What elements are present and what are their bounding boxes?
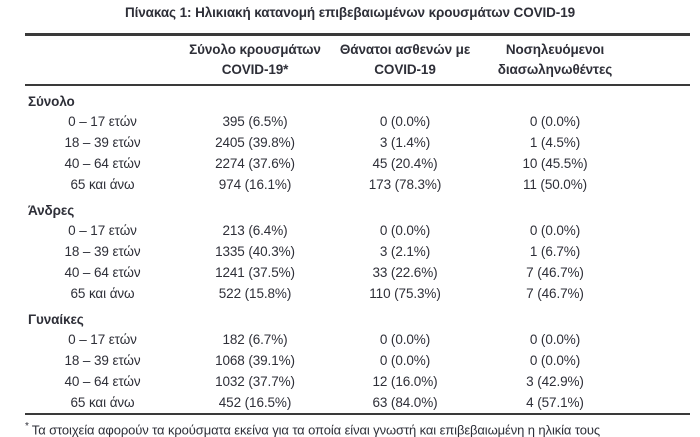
spacer-cell: [630, 111, 690, 132]
column-header-line: COVID-19: [374, 62, 436, 77]
intubated-cell: 1 (6.7%): [529, 244, 581, 259]
age-group-cell: 18 – 39 ετών: [64, 353, 141, 368]
deaths-cell: 0 (0.0%): [379, 223, 431, 238]
deaths-cell: 45 (20.4%): [372, 156, 438, 171]
column-header-total-cases: Σύνολο κρουσμάτων COVID-19*: [180, 33, 330, 86]
age-group-cell: 65 και άνω: [25, 392, 180, 415]
table-header: Σύνολο κρουσμάτων COVID-19* Θάνατοι ασθε…: [25, 33, 690, 86]
column-header-spacer: [630, 33, 690, 86]
age-group-cell: 18 – 39 ετών: [64, 135, 141, 150]
header-row: Σύνολο κρουσμάτων COVID-19* Θάνατοι ασθε…: [25, 33, 690, 86]
section-label: Γυναίκες: [28, 311, 84, 327]
table-row: 65 και άνω 522 (15.8%) 110 (75.3%) 7 (46.7%…: [25, 283, 690, 304]
column-header-age-group: [25, 33, 180, 86]
cases-cell: 522 (15.8%): [218, 286, 292, 301]
cases-cell: 182 (6.7%): [222, 332, 288, 347]
column-header-deaths: Θάνατοι ασθενών με COVID-19: [330, 33, 480, 86]
section-label: Σύνολο: [28, 93, 75, 109]
table-row: 40 – 64 ετών 1032 (37.7%) 12 (16.0%) 3 (42.…: [25, 371, 690, 392]
table-row: 65 και άνω 974 (16.1%) 173 (78.3%) 11 (50.0…: [25, 174, 690, 195]
cases-cell: 1241 (37.5%): [215, 265, 295, 280]
cases-cell: 395 (6.5%): [222, 114, 288, 129]
intubated-cell: 0 (0.0%): [529, 353, 581, 368]
cases-cell: 452 (16.5%): [180, 392, 330, 415]
section-label: Άνδρες: [28, 202, 75, 218]
age-group-cell: 0 – 17 ετών: [68, 223, 137, 238]
footnote-marker: *: [25, 421, 29, 432]
intubated-cell: 3 (42.9%): [526, 374, 584, 389]
column-header-line: Σύνολο κρουσμάτων: [189, 42, 321, 57]
age-group-cell: 40 – 64 ετών: [64, 156, 141, 171]
deaths-cell: 33 (22.6%): [372, 265, 438, 280]
cases-cell: 213 (6.4%): [222, 223, 288, 238]
column-header-line: Νοσηλευόμενοι: [505, 42, 605, 57]
cases-cell: 2405 (39.8%): [215, 135, 295, 150]
intubated-cell: 0 (0.0%): [529, 114, 581, 129]
cases-cell: 1068 (39.1%): [215, 353, 295, 368]
spacer-cell: [630, 132, 690, 153]
intubated-cell: 1 (4.5%): [529, 135, 581, 150]
spacer-cell: [630, 153, 690, 174]
intubated-cell: 7 (46.7%): [526, 265, 584, 280]
intubated-cell: 10 (45.5%): [522, 156, 588, 171]
deaths-cell: 12 (16.0%): [372, 374, 438, 389]
column-header-intubated: Νοσηλευόμενοι διασωληνωθέντες: [480, 33, 630, 86]
deaths-cell: 173 (78.3%): [368, 177, 442, 192]
intubated-cell: 7 (46.7%): [526, 286, 584, 301]
deaths-cell: 110 (75.3%): [369, 286, 441, 301]
spacer-cell: [630, 174, 690, 195]
age-group-cell: 40 – 64 ετών: [64, 374, 141, 389]
spacer-cell: [630, 329, 690, 350]
spacer-cell: [630, 262, 690, 283]
spacer-cell: [630, 371, 690, 392]
spacer-cell: [630, 220, 690, 241]
deaths-cell: 0 (0.0%): [379, 332, 431, 347]
cases-cell: 1335 (40.3%): [215, 244, 295, 259]
intubated-cell: 0 (0.0%): [529, 332, 581, 347]
age-group-cell: 18 – 39 ετών: [64, 244, 141, 259]
age-group-cell: 65 και άνω: [70, 286, 135, 301]
cases-cell: 1032 (37.7%): [215, 374, 295, 389]
age-group-cell: 0 – 17 ετών: [68, 332, 137, 347]
table-title: Πίνακας 1: Ηλικιακή κατανομή επιβεβαιωμέ…: [124, 5, 576, 20]
covid-age-distribution-table: Σύνολο κρουσμάτων COVID-19* Θάνατοι ασθε…: [25, 33, 690, 415]
table-row: 40 – 64 ετών 2274 (37.6%) 45 (20.4%) 10 (45…: [25, 153, 690, 174]
intubated-cell: 4 (57.1%): [480, 392, 630, 415]
intubated-cell: 11 (50.0%): [522, 177, 588, 192]
spacer-cell: [630, 241, 690, 262]
table-footnote: * Τα στοιχεία αφορούν τα κρούσματα εκείνα…: [25, 421, 700, 437]
spacer-cell: [630, 392, 690, 415]
table-row: 40 – 64 ετών 1241 (37.5%) 33 (22.6%) 7 (46.…: [25, 262, 690, 283]
table-body: Σύνολο 0 – 17 ετών 395 (6.5%) 0 (0.0%) 0 (0.…: [25, 85, 690, 415]
footnote-text: Τα στοιχεία αφορούν τα κρούσματα εκείνα …: [31, 422, 601, 437]
column-header-line: COVID-19*: [221, 62, 289, 77]
table-row: 0 – 17 ετών 182 (6.7%) 0 (0.0%) 0 (0.0%): [25, 329, 690, 350]
cases-cell: 974 (16.1%): [218, 177, 292, 192]
deaths-cell: 3 (2.1%): [379, 244, 431, 259]
cases-cell: 2274 (37.6%): [215, 156, 295, 171]
age-group-cell: 0 – 17 ετών: [68, 114, 137, 129]
table-row: 18 – 39 ετών 1068 (39.1%) 0 (0.0%) 0 (0.0%): [25, 350, 690, 371]
deaths-cell: 0 (0.0%): [379, 353, 431, 368]
table-row: 0 – 17 ετών 213 (6.4%) 0 (0.0%) 0 (0.0%): [25, 220, 690, 241]
deaths-cell: 0 (0.0%): [379, 114, 431, 129]
table-row: 18 – 39 ετών 1335 (40.3%) 3 (2.1%) 1 (6.7%): [25, 241, 690, 262]
intubated-cell: 0 (0.0%): [529, 223, 581, 238]
age-group-cell: 65 και άνω: [70, 177, 135, 192]
section-header-row: Σύνολο: [25, 85, 690, 111]
table-row: 65 και άνω 452 (16.5%) 63 (84.0%) 4 (57.1%): [25, 392, 690, 415]
spacer-cell: [630, 350, 690, 371]
spacer-cell: [630, 283, 690, 304]
section-header-row: Γυναίκες: [25, 304, 690, 329]
section-header-row: Άνδρες: [25, 195, 690, 220]
column-header-line: Θάνατοι ασθενών με: [339, 42, 471, 57]
age-group-cell: 40 – 64 ετών: [64, 265, 141, 280]
table-row: 0 – 17 ετών 395 (6.5%) 0 (0.0%) 0 (0.0%): [25, 111, 690, 132]
deaths-cell: 63 (84.0%): [330, 392, 480, 415]
column-header-line: διασωληνωθέντες: [497, 62, 613, 77]
deaths-cell: 3 (1.4%): [379, 135, 431, 150]
table-row: 18 – 39 ετών 2405 (39.8%) 3 (1.4%) 1 (4.5%): [25, 132, 690, 153]
